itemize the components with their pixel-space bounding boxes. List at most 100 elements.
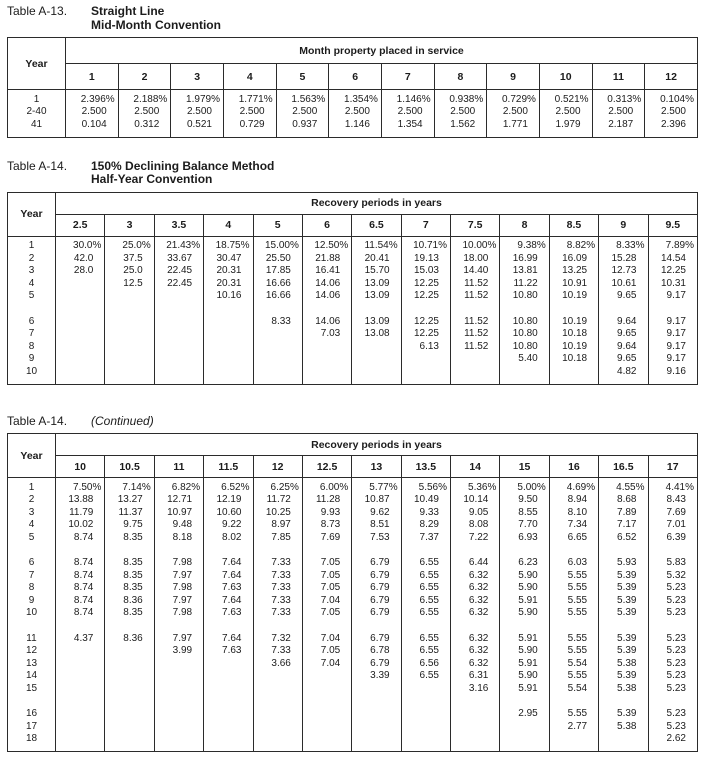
year-cell: 3 bbox=[28, 506, 35, 518]
column-header: 10 bbox=[54, 455, 106, 478]
value-cell: 6.55 bbox=[400, 557, 451, 570]
value-cell: 10.18 bbox=[548, 353, 599, 366]
spacer-cell bbox=[117, 89, 171, 94]
value-cell: 5.90 bbox=[499, 569, 550, 582]
value-cell bbox=[153, 353, 204, 366]
value-cell: 5.23 bbox=[647, 632, 698, 645]
value-cell bbox=[54, 733, 105, 746]
value-cell: 7.64 bbox=[203, 569, 253, 582]
value-cell bbox=[104, 670, 155, 683]
value-cell: 13.08 bbox=[351, 328, 402, 341]
value-cell bbox=[203, 682, 253, 695]
value-cell: 5.54 bbox=[548, 682, 599, 695]
spacer-cell bbox=[647, 619, 698, 633]
column-header: 3 bbox=[104, 213, 155, 237]
spacer-cell bbox=[54, 619, 105, 633]
value-cell: 8.35 bbox=[104, 569, 155, 582]
value-cell: 3.99 bbox=[153, 645, 204, 658]
value-cell: 10.80 bbox=[499, 315, 550, 328]
value-cell bbox=[252, 353, 303, 366]
value-cell: 7.33 bbox=[252, 607, 303, 620]
value-cell: 16.66 bbox=[252, 277, 303, 290]
spacer-cell bbox=[153, 544, 204, 557]
value-cell bbox=[153, 670, 204, 683]
value-cell: 6.39 bbox=[647, 531, 698, 544]
spacer-row bbox=[8, 544, 698, 557]
value-cell: 5.23 bbox=[647, 594, 698, 607]
value-cell: 2.396 bbox=[644, 118, 698, 131]
value-cell: 10.91 bbox=[548, 277, 599, 290]
value-cell: 10.80 bbox=[499, 340, 550, 353]
spacer-cell bbox=[548, 695, 599, 708]
spacer-cell bbox=[301, 236, 352, 240]
value-cell: 9.64 bbox=[598, 340, 648, 353]
value-cell: 7.05 bbox=[301, 557, 352, 570]
table-row: 10 4.82 9.16 bbox=[8, 365, 698, 378]
spacer-cell bbox=[598, 745, 648, 752]
spacer-cell bbox=[380, 89, 435, 94]
spacer-cell bbox=[54, 378, 105, 384]
spacer-cell bbox=[54, 695, 105, 708]
spacer-cell bbox=[252, 695, 303, 708]
value-cell: 13.27 bbox=[104, 494, 155, 507]
value-cell bbox=[203, 720, 253, 733]
value-cell bbox=[153, 340, 204, 353]
value-cell: 4.82 bbox=[598, 365, 648, 378]
value-cell: 9.17 bbox=[647, 290, 698, 303]
value-cell: 22.45 bbox=[153, 265, 204, 278]
value-cell: 7.63 bbox=[203, 607, 253, 620]
spacer-row bbox=[8, 477, 698, 482]
column-header: 4 bbox=[222, 63, 277, 90]
value-cell: 11.22 bbox=[499, 277, 550, 290]
value-cell: 2.500 bbox=[591, 106, 645, 119]
value-cell: 21.88 bbox=[301, 252, 352, 265]
value-cell: 5.23 bbox=[647, 582, 698, 595]
spacer-cell bbox=[203, 544, 253, 557]
value-cell bbox=[449, 365, 500, 378]
column-header: 9 bbox=[598, 213, 649, 237]
spacer-cell bbox=[104, 302, 155, 316]
table-a13-name: Straight Line Mid-Month Convention bbox=[91, 4, 221, 32]
value-cell bbox=[252, 670, 303, 683]
value-cell: 6.32 bbox=[449, 632, 500, 645]
value-cell: 9.33 bbox=[400, 506, 451, 519]
value-cell bbox=[104, 657, 155, 670]
spacer-cell bbox=[400, 695, 451, 708]
spacer-cell bbox=[400, 544, 451, 557]
value-cell bbox=[153, 682, 204, 695]
column-header: 13 bbox=[351, 455, 402, 478]
value-cell bbox=[54, 645, 105, 658]
value-cell bbox=[203, 328, 253, 341]
spacer-cell bbox=[252, 745, 303, 752]
value-cell bbox=[153, 315, 204, 328]
year-cell: 1 bbox=[33, 93, 40, 105]
table-row: 9 5.40 10.18 9.65 9.17 bbox=[8, 353, 698, 366]
table-row: 4 10.02 9.75 9.48 9.22 8.97 8.73 8.51 8.29 8.08 7.… bbox=[8, 519, 698, 532]
value-cell: 7.85 bbox=[252, 531, 303, 544]
column-header: 11 bbox=[591, 63, 646, 90]
value-cell: 7.64 bbox=[203, 594, 253, 607]
value-cell: 0.937 bbox=[275, 118, 329, 131]
value-cell bbox=[351, 340, 402, 353]
value-cell: 17.85 bbox=[252, 265, 303, 278]
table-a14: Year Recovery periods in years 2.5 3 3.5 4 5 6 6… bbox=[7, 191, 698, 385]
value-cell: 4.41% bbox=[647, 481, 698, 494]
table-a13-section: Table A-13. Straight Line Mid-Month Conv… bbox=[7, 4, 698, 138]
value-cell: 12.25 bbox=[647, 265, 698, 278]
value-cell bbox=[54, 670, 105, 683]
value-cell: 7.98 bbox=[153, 582, 204, 595]
spacer-cell bbox=[203, 477, 253, 482]
value-cell: 8.94 bbox=[548, 494, 599, 507]
value-cell: 5.23 bbox=[647, 682, 698, 695]
year-cell: 18 bbox=[25, 733, 38, 744]
value-cell bbox=[301, 670, 352, 683]
value-cell: 7.33 bbox=[252, 569, 303, 582]
spacer-cell bbox=[301, 619, 352, 633]
value-cell: 7.34 bbox=[548, 519, 599, 532]
spacer-cell bbox=[598, 544, 648, 557]
value-cell: 7.64 bbox=[203, 557, 253, 570]
spacer-cell bbox=[449, 695, 500, 708]
table-row: 16 2.95 5.55 5.39 5.23 bbox=[8, 708, 698, 721]
spacer-cell bbox=[598, 378, 648, 384]
value-cell: 0.729% bbox=[486, 93, 540, 106]
